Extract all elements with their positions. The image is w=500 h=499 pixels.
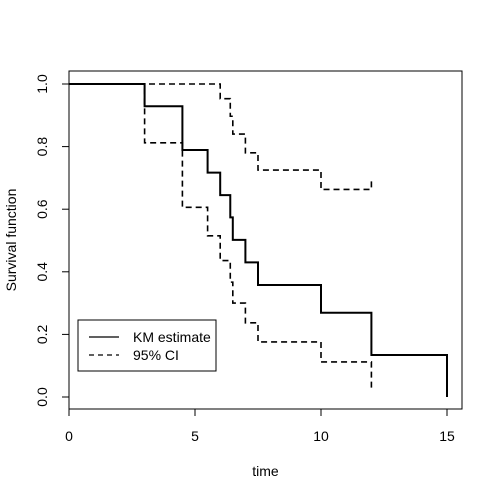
x-tick-label: 0 [65,428,73,444]
x-axis-label: time [252,463,279,479]
y-tick-label: 0.2 [34,324,50,344]
y-tick-label: 0.4 [34,262,50,282]
y-axis-label: Survival function [3,189,19,292]
y-tick-label: 0.0 [34,387,50,407]
x-axis: 0 5 10 15 [65,408,455,444]
x-tick-label: 5 [191,428,199,444]
series-line-1 [69,83,373,390]
y-tick-label: 0.8 [34,137,50,157]
series-line-0 [69,83,448,397]
legend-label-km: KM estimate [133,329,211,345]
x-tick-label: 10 [313,428,329,444]
series-line-2 [69,83,373,191]
y-axis: 0.0 0.2 0.4 0.6 0.8 1.0 [34,74,70,407]
legend: KM estimate 95% CI [77,319,217,372]
x-tick-label: 15 [439,428,455,444]
legend-box [77,319,217,372]
series-layer [69,83,448,397]
y-tick-label: 0.6 [34,199,50,219]
legend-label-ci: 95% CI [133,347,179,363]
y-tick-label: 1.0 [34,74,50,94]
